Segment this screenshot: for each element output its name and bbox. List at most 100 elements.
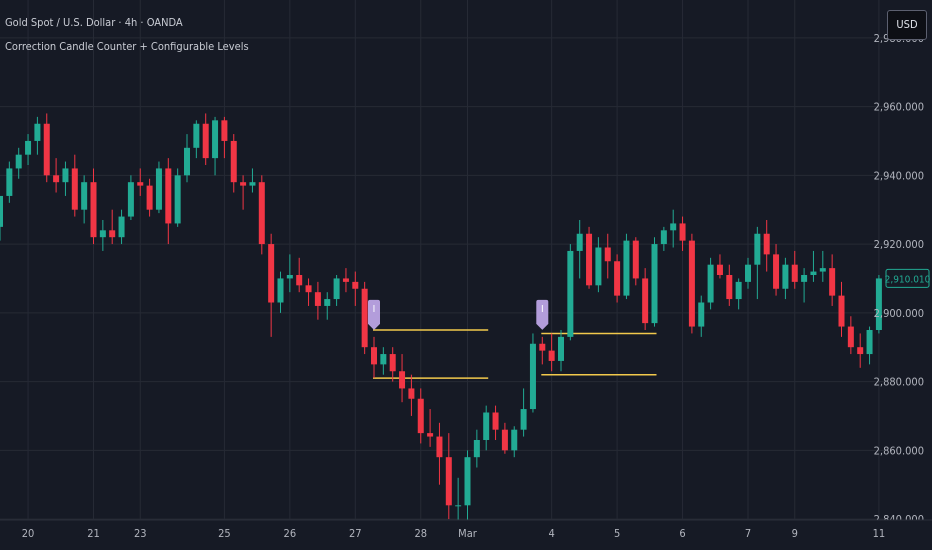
candle-body — [314, 292, 321, 306]
candle-down — [146, 178, 153, 217]
candle-up — [155, 161, 162, 214]
candle-up — [286, 254, 293, 293]
candle-up — [127, 175, 134, 220]
candle-body — [698, 302, 705, 327]
candle-up — [193, 120, 200, 159]
candle-down — [548, 333, 555, 372]
symbol-title[interactable]: Gold Spot / U.S. Dollar · 4h · OANDA — [5, 16, 183, 29]
candle-body — [688, 240, 695, 327]
candle-body — [165, 168, 172, 224]
candle-up — [249, 168, 256, 193]
candle-up — [277, 271, 284, 313]
candle-down — [296, 257, 303, 293]
time-tick-label[interactable]: 27 — [349, 527, 362, 540]
candle-down — [43, 113, 50, 183]
time-tick-label[interactable]: 6 — [679, 527, 685, 540]
candle-body — [829, 268, 836, 296]
candle-body — [745, 264, 751, 282]
candle-body — [623, 240, 630, 296]
candle-body — [43, 123, 50, 176]
candle-body — [127, 182, 134, 217]
time-tick-label[interactable]: 20 — [22, 527, 35, 540]
time-tick-label[interactable]: 25 — [218, 527, 231, 540]
time-tick-label[interactable]: 23 — [134, 527, 147, 540]
candle-body — [277, 278, 284, 303]
candle-down — [539, 336, 546, 365]
candle-body — [249, 182, 256, 186]
time-tick-label[interactable]: 4 — [549, 527, 555, 540]
candle-up — [62, 161, 69, 196]
candle-down — [399, 354, 406, 403]
candle-up — [698, 295, 705, 337]
candle-body — [427, 433, 434, 437]
candle-body — [53, 175, 60, 183]
candle-down — [53, 158, 60, 193]
candle-body — [268, 244, 275, 303]
candle-body — [81, 182, 88, 210]
candle-body — [791, 264, 798, 282]
candle-body — [417, 398, 424, 434]
time-tick-label[interactable]: 21 — [87, 527, 100, 540]
candle-body — [286, 275, 293, 279]
candle-body — [726, 275, 733, 300]
price-tick-label[interactable]: 2,960.000 — [874, 101, 924, 114]
candle-up — [99, 220, 106, 251]
candle-down — [492, 405, 499, 440]
candle-up — [819, 250, 826, 282]
candle-body — [6, 168, 13, 196]
time-tick-label[interactable]: 26 — [284, 527, 297, 540]
candle-body — [483, 412, 490, 440]
candle-up — [0, 195, 3, 241]
candle-body — [399, 371, 406, 389]
candle-body — [202, 123, 209, 159]
candle-body — [184, 147, 190, 176]
last-price-label: 2,910.010 — [885, 268, 931, 288]
marker-badge — [368, 299, 380, 330]
candle-down — [427, 409, 434, 447]
candle-up — [567, 244, 574, 341]
candle-down — [342, 268, 349, 293]
candle-body — [763, 233, 770, 255]
time-tick-label[interactable]: Mar — [458, 527, 478, 540]
price-tick-label[interactable]: 2,940.000 — [874, 169, 924, 182]
candle-up — [623, 233, 630, 300]
candle-body — [632, 240, 639, 279]
time-tick-label[interactable]: 9 — [792, 527, 798, 540]
time-tick-label[interactable]: 28 — [414, 527, 427, 540]
price-tick-label[interactable]: 2,860.000 — [874, 444, 924, 457]
price-tick-label[interactable]: 2,880.000 — [874, 376, 924, 389]
candle-down — [857, 333, 864, 368]
time-tick-label[interactable]: 11 — [873, 527, 886, 540]
price-tick-label[interactable]: 2,900.000 — [874, 307, 924, 320]
candle-up — [707, 257, 714, 310]
candle-down — [202, 113, 209, 165]
time-tick-label[interactable]: 7 — [745, 527, 751, 540]
time-tick-label[interactable]: 5 — [614, 527, 620, 540]
candle-down — [847, 316, 854, 355]
candle-body — [539, 343, 546, 351]
indicator-name[interactable]: Correction Candle Counter + Configurable… — [5, 40, 249, 53]
currency-button[interactable]: USD — [887, 10, 927, 40]
candle-body — [230, 140, 237, 183]
time-axis[interactable]: 20 21 23 25 26 27 28 Mar 4 5 6 7 9 11 — [0, 519, 932, 550]
candle-body — [118, 216, 125, 238]
candle-body — [296, 275, 303, 286]
candle-body — [604, 247, 611, 262]
candle-body — [240, 182, 247, 186]
candle-down — [165, 158, 172, 245]
candle-body — [342, 278, 349, 282]
signal-marker: I — [536, 299, 549, 330]
candle-body — [642, 278, 649, 324]
signal-marker: I — [368, 299, 380, 330]
candle-up — [782, 257, 789, 300]
candle-down — [614, 254, 621, 303]
price-tick-label[interactable]: 2,920.000 — [874, 238, 924, 251]
candle-body — [501, 429, 508, 451]
candle-body — [473, 440, 480, 458]
price-axis[interactable]: 2,840.0002,860.0002,880.0002,900.0002,92… — [874, 32, 931, 526]
candle-up — [324, 292, 331, 320]
candle-down — [240, 175, 247, 210]
marker-badge — [536, 299, 549, 330]
candle-down — [829, 254, 836, 306]
